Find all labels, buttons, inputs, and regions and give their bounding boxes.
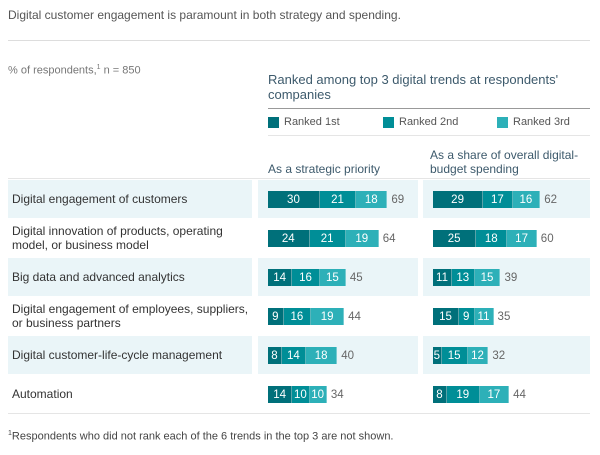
divider xyxy=(268,108,590,109)
bar-segment-rank-3: 16 xyxy=(512,191,541,208)
bar-total-label: 35 xyxy=(497,310,511,323)
bar-segment-rank-3: 18 xyxy=(356,191,388,208)
bar-total-label: 64 xyxy=(382,232,396,245)
bar-segment-rank-2: 21 xyxy=(319,191,357,208)
bar-segment-rank-2: 9 xyxy=(458,308,475,325)
column-header-budget: As a share of overall digital-budget spe… xyxy=(430,148,579,176)
legend-item: Ranked 1st xyxy=(268,116,340,128)
bar-total-label: 39 xyxy=(504,271,518,284)
legend-item: Ranked 2nd xyxy=(383,116,458,128)
bar-segment-rank-2: 21 xyxy=(309,230,346,247)
divider xyxy=(268,135,590,136)
bar-segment-rank-1: 25 xyxy=(433,230,477,247)
bar-segment-rank-2: 13 xyxy=(452,269,475,286)
column-group-header: Ranked among top 3 digital trends at res… xyxy=(268,72,559,102)
footnote-text: Respondents who did not rank each of the… xyxy=(11,430,394,443)
bar-segment-rank-1: 14 xyxy=(268,269,293,286)
bar-segment-rank-1: 8 xyxy=(433,386,447,403)
divider xyxy=(8,40,590,41)
unit-text: % of respondents, xyxy=(8,64,97,77)
row-label: Digital customer-life-cycle management xyxy=(12,336,252,374)
column-header-strategic: As a strategic priority xyxy=(268,162,381,176)
bar-segment-rank-3: 17 xyxy=(507,230,537,247)
bar-segment-rank-2: 18 xyxy=(476,230,508,247)
category-name: Digital innovation of products, operatin… xyxy=(12,224,223,252)
bar-segment-rank-3: 15 xyxy=(474,269,501,286)
bar-total-label: 44 xyxy=(513,388,526,401)
bar-total-label: 45 xyxy=(349,271,363,284)
divider xyxy=(8,178,590,179)
category-name: Automation xyxy=(12,387,73,401)
bar-segment-rank-1: 5 xyxy=(433,347,442,364)
bar-segment-rank-3: 18 xyxy=(306,347,338,364)
bar-segment-rank-3: 19 xyxy=(345,230,379,247)
chart-title: Digital customer engagement is paramount… xyxy=(8,8,401,22)
bar-segment-rank-2: 14 xyxy=(281,347,307,364)
category-name: Digital customer-life-cycle management xyxy=(12,348,223,362)
category-name: Digital engagement of employees, supplie… xyxy=(12,302,249,330)
bar-segment-rank-2: 19 xyxy=(446,386,480,403)
sample-size: n = 850 xyxy=(100,64,141,77)
divider xyxy=(8,413,590,414)
row-label: Digital innovation of products, operatin… xyxy=(12,219,252,257)
category-name: Digital engagement of customers xyxy=(12,192,188,206)
legend-item: Ranked 3rd xyxy=(497,116,570,128)
bar-total-label: 62 xyxy=(544,193,558,206)
row-shading xyxy=(8,336,252,374)
bar-segment-rank-1: 30 xyxy=(268,191,320,208)
bar-segment-rank-3: 15 xyxy=(319,269,346,286)
bar-total-label: 60 xyxy=(540,232,554,245)
legend-swatch xyxy=(497,116,508,128)
bar-segment-rank-1: 29 xyxy=(433,191,484,208)
bar-segment-rank-2: 10 xyxy=(292,386,310,403)
bar-segment-rank-1: 9 xyxy=(268,308,284,325)
bar-segment-rank-3: 17 xyxy=(479,386,510,403)
unit-label: % of respondents,1 n = 850 xyxy=(8,64,141,77)
bar-segment-rank-1: 14 xyxy=(268,386,293,403)
row-shading xyxy=(8,180,252,218)
row-label: Automation xyxy=(12,375,252,413)
bar-segment-rank-1: 8 xyxy=(268,347,282,364)
row-label: Digital engagement of employees, supplie… xyxy=(12,297,252,335)
category-name: Big data and advanced analytics xyxy=(12,270,185,284)
bar-total-label: 34 xyxy=(330,388,344,401)
bar-segment-rank-2: 15 xyxy=(441,347,468,364)
row-shading xyxy=(8,258,252,296)
bar-total-label: 32 xyxy=(492,349,506,362)
bar-segment-rank-1: 15 xyxy=(433,308,459,325)
bar-segment-rank-1: 11 xyxy=(433,269,453,286)
bar-segment-rank-3: 12 xyxy=(467,347,489,364)
bar-segment-rank-2: 16 xyxy=(283,308,312,325)
legend-label: Ranked 1st xyxy=(284,116,340,128)
bar-segment-rank-2: 17 xyxy=(483,191,513,208)
bar-segment-rank-3: 19 xyxy=(311,308,345,325)
bar-segment-rank-1: 24 xyxy=(268,230,310,247)
bar-total-label: 44 xyxy=(348,310,361,323)
footnote-marker: 1 xyxy=(8,430,12,437)
footnote: 1Respondents who did not rank each of th… xyxy=(8,430,394,443)
bar-total-label: 40 xyxy=(341,349,354,362)
row-label: Digital engagement of customers xyxy=(12,180,252,218)
bar-segment-rank-2: 16 xyxy=(292,269,320,286)
bar-segment-rank-3: 10 xyxy=(309,386,327,403)
legend-label: Ranked 3rd xyxy=(513,116,570,128)
bar-total-label: 69 xyxy=(391,193,405,206)
legend-swatch xyxy=(268,116,279,128)
legend-label: Ranked 2nd xyxy=(399,116,459,128)
footnote-marker: 1 xyxy=(96,64,101,71)
legend-swatch xyxy=(383,116,394,128)
bar-segment-rank-3: 11 xyxy=(474,308,494,325)
row-label: Big data and advanced analytics xyxy=(12,258,252,296)
